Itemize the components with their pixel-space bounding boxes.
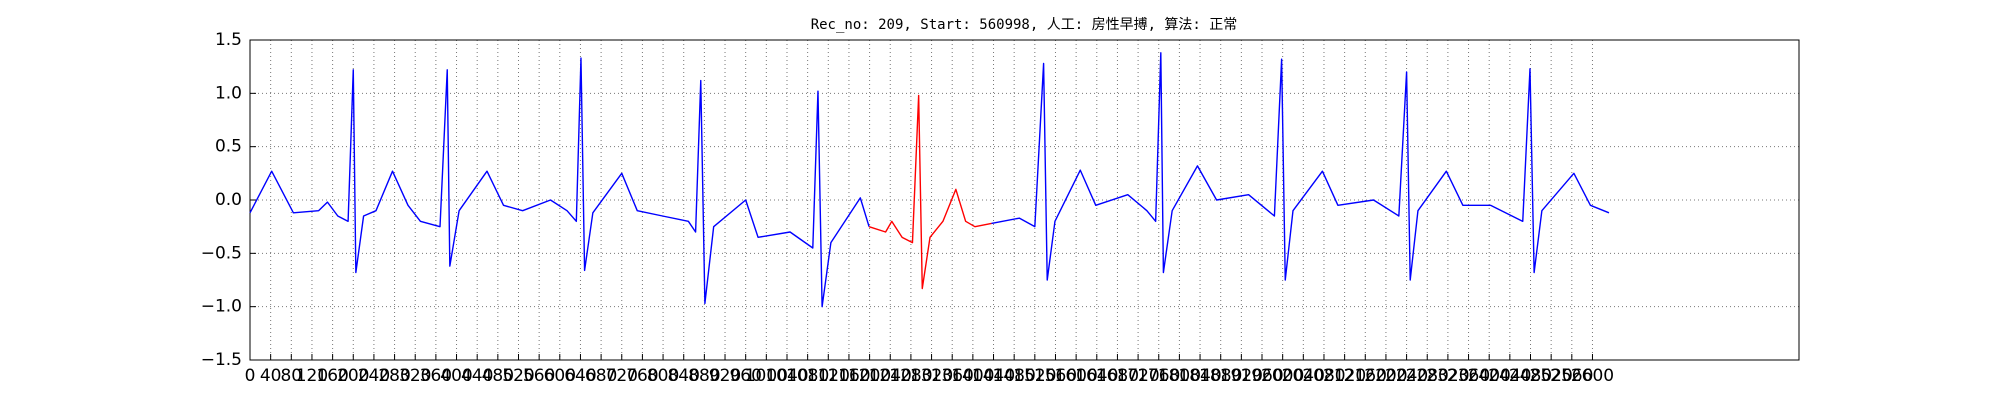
x-tick-label: 0 — [245, 366, 256, 386]
x-tick-label: 1160 — [827, 366, 870, 386]
x-tick-label: 1680 — [1096, 366, 1139, 386]
y-tick-label: 0.5 — [215, 137, 242, 157]
x-tick-label: 200 — [337, 366, 369, 386]
x-tick-label: 2480 — [1509, 366, 1552, 386]
x-tick-label: 2160 — [1344, 366, 1387, 386]
x-tick-label: 1560 — [1034, 366, 1077, 386]
x-tick-label: 1360 — [931, 366, 974, 386]
x-tick-label: 640 — [564, 366, 596, 386]
x-tick-label: 2120 — [1323, 366, 1366, 386]
x-tick-label: 1400 — [951, 366, 994, 386]
x-tick-label: 2560 — [1550, 366, 1593, 386]
x-tick-label: 2240 — [1385, 366, 1428, 386]
x-tick-label: 680 — [585, 366, 617, 386]
x-tick-label: 240 — [358, 366, 390, 386]
plot-frame — [249, 39, 1800, 361]
x-tick-label: 2600 — [1571, 366, 1614, 386]
x-tick-label: 480 — [482, 366, 514, 386]
x-tick-label: 1440 — [972, 366, 1015, 386]
x-tick-label: 960 — [729, 366, 761, 386]
x-tick-label: 1000 — [745, 366, 788, 386]
x-tick-label: 720 — [606, 366, 638, 386]
x-tick-label: 760 — [626, 366, 658, 386]
x-tick-label: 1120 — [807, 366, 850, 386]
x-tick-label: 1200 — [848, 366, 891, 386]
y-tick-label: −1.5 — [201, 350, 242, 370]
x-tick-label: 1080 — [786, 366, 829, 386]
y-tick-label: 1.0 — [215, 83, 242, 103]
y-tick-label: 0.0 — [215, 190, 242, 210]
y-tick-label: −0.5 — [201, 243, 242, 263]
x-tick-label: 2320 — [1426, 366, 1469, 386]
x-tick-label: 1480 — [993, 366, 1036, 386]
y-tick-label: −1.0 — [201, 297, 242, 317]
x-tick-label: 1600 — [1055, 366, 1098, 386]
x-tick-label: 1280 — [889, 366, 932, 386]
x-tick-label: 80 — [280, 366, 302, 386]
x-tick-label: 2200 — [1364, 366, 1407, 386]
x-tick-label: 2440 — [1488, 366, 1531, 386]
x-tick-label: 400 — [440, 366, 472, 386]
x-tick-label: 1960 — [1240, 366, 1283, 386]
ecg-line — [249, 57, 870, 308]
x-tick-label: 1640 — [1075, 366, 1118, 386]
x-tick-label: 1760 — [1137, 366, 1180, 386]
ecg-line — [868, 94, 992, 290]
x-tick-label: 1800 — [1158, 366, 1201, 386]
x-tick-label: 40 — [260, 366, 282, 386]
x-tick-label: 280 — [378, 366, 410, 386]
x-tick-label: 320 — [399, 366, 431, 386]
x-tick-label: 560 — [523, 366, 555, 386]
x-tick-label: 1240 — [869, 366, 912, 386]
y-tick-label: 1.5 — [215, 30, 242, 50]
x-tick-label: 800 — [647, 366, 679, 386]
x-tick-label: 2520 — [1530, 366, 1573, 386]
ecg-line — [991, 52, 1610, 281]
x-tick-label: 1840 — [1178, 366, 1221, 386]
x-tick-label: 600 — [544, 366, 576, 386]
x-tick-label: 920 — [709, 366, 741, 386]
chart-title: Rec_no: 209, Start: 560998, 人工: 房性早搏, 算法… — [811, 16, 1238, 33]
x-tick-label: 1720 — [1116, 366, 1159, 386]
x-tick-label: 1320 — [910, 366, 953, 386]
x-tick-label: 2040 — [1282, 366, 1325, 386]
x-tick-label: 1040 — [765, 366, 808, 386]
x-tick-label: 120 — [296, 366, 328, 386]
x-tick-label: 2080 — [1302, 366, 1345, 386]
x-tick-label: 2280 — [1406, 366, 1449, 386]
x-tick-label: 160 — [316, 366, 348, 386]
x-tick-label: 1920 — [1220, 366, 1263, 386]
x-tick-label: 880 — [688, 366, 720, 386]
x-tick-label: 2360 — [1447, 366, 1490, 386]
x-tick-label: 1880 — [1199, 366, 1242, 386]
x-tick-label: 520 — [502, 366, 534, 386]
x-tick-label: 840 — [667, 366, 699, 386]
x-tick-label: 2000 — [1261, 366, 1304, 386]
x-tick-label: 1520 — [1013, 366, 1056, 386]
x-tick-label: 360 — [420, 366, 452, 386]
x-tick-label: 2400 — [1468, 366, 1511, 386]
x-tick-label: 440 — [461, 366, 493, 386]
